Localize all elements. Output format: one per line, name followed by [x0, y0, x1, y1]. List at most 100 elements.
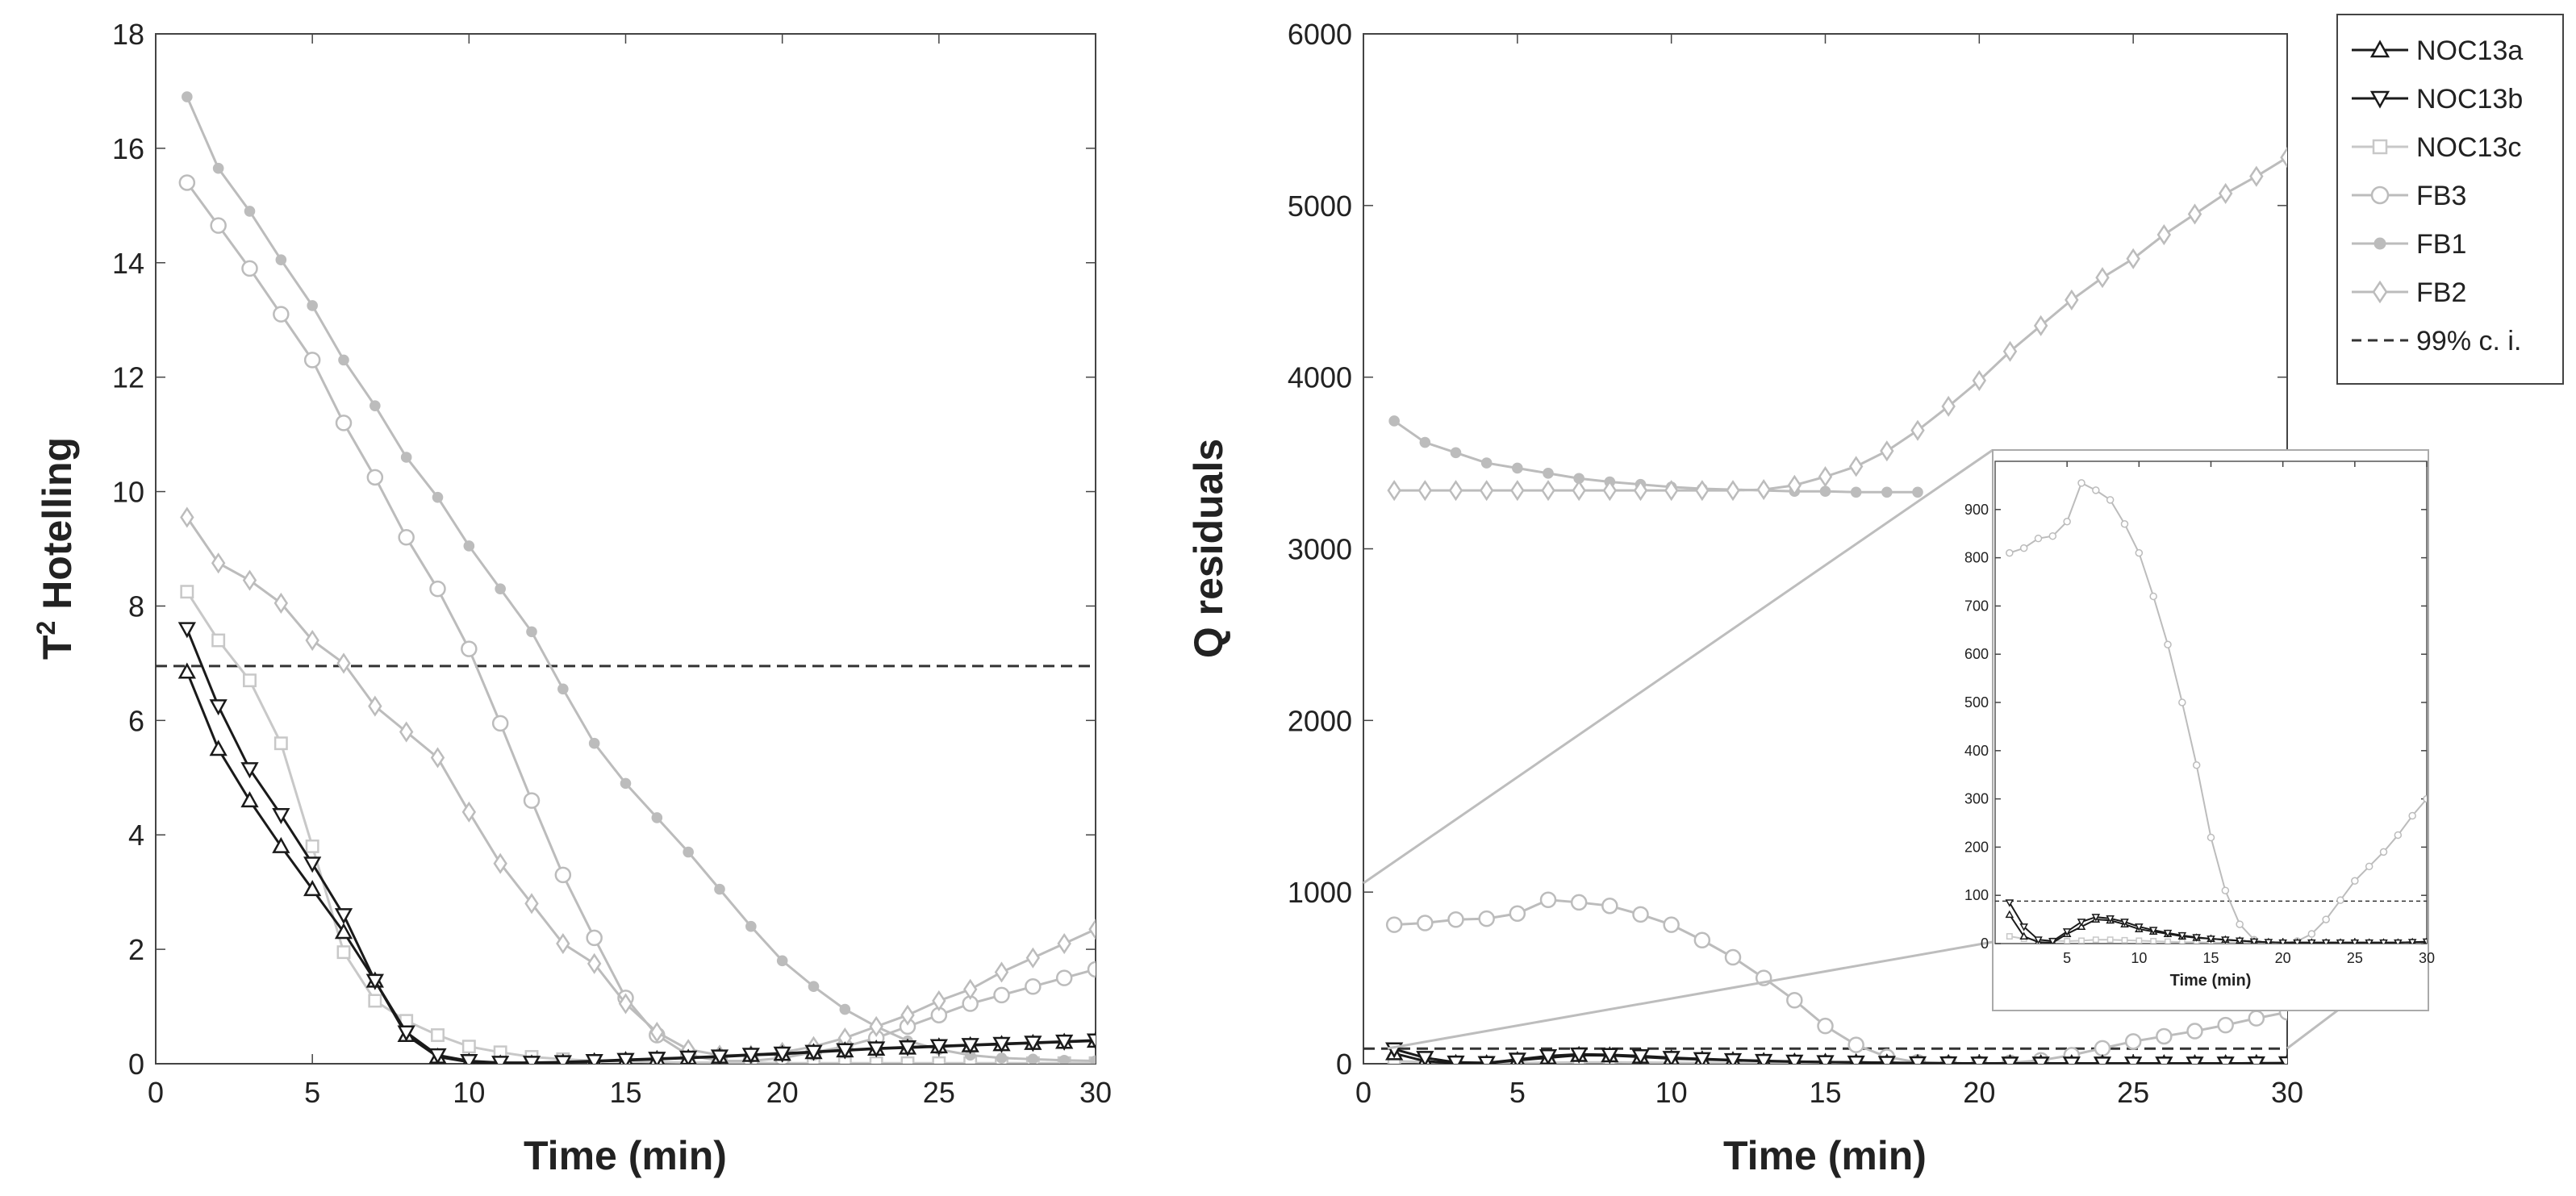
data-point-fb3 [2394, 831, 2403, 840]
y-tick-label: 1000 [1288, 876, 1352, 909]
data-point-fb3 [2063, 518, 2071, 526]
data-point-noc13c [273, 736, 288, 751]
data-point-fb3 [2236, 920, 2244, 928]
data-point-noc13b [428, 1048, 447, 1064]
data-point-noc13b [334, 908, 353, 925]
data-point-noc13b [1631, 1048, 1650, 1064]
data-point-noc13a [2077, 922, 2086, 931]
data-point-fb1 [620, 777, 632, 790]
data-point-noc13b [773, 1046, 791, 1063]
y-tick-label: 14 [112, 247, 144, 280]
data-point-fb2 [2156, 223, 2172, 246]
data-point-noc13b [1908, 1056, 1927, 1064]
data-point-fb2 [1417, 480, 1433, 502]
data-point-noc13b [710, 1049, 729, 1064]
data-point-fb1 [1058, 1054, 1070, 1064]
data-point-fb2 [2249, 165, 2264, 187]
x-tick-label: 20 [766, 1076, 799, 1109]
data-point-noc13a [177, 662, 196, 679]
data-point-noc13b [2192, 934, 2201, 942]
data-point-noc13b [2278, 939, 2287, 944]
data-point-fb1 [463, 540, 475, 552]
data-point-noc13b [272, 807, 290, 824]
data-point-noc13c [2006, 933, 2013, 940]
y-tick-label: 900 [1964, 502, 1989, 518]
data-point-fb2 [1726, 480, 1740, 502]
x-tick-label: 0 [1355, 1076, 1372, 1109]
data-point-noc13b [2365, 939, 2374, 944]
data-point-fb1 [1450, 447, 1462, 459]
t2-y-axis-label: T2 Hotelling [31, 437, 80, 660]
data-point-fb1 [1881, 486, 1893, 498]
y-tick-label: 12 [112, 361, 144, 394]
data-point-noc13a [272, 836, 290, 853]
data-point-fb3 [2164, 640, 2172, 648]
x-tick-label: 30 [2419, 950, 2435, 966]
data-point-noc13b [2235, 937, 2244, 944]
x-tick-label: 10 [2131, 950, 2147, 966]
legend-marker [2369, 90, 2390, 109]
data-point-fb3 [241, 260, 258, 277]
data-point-fb2 [1756, 479, 1771, 501]
data-point-noc13b [1601, 1048, 1619, 1064]
data-point-fb3 [1025, 977, 1042, 995]
data-point-fb2 [493, 852, 507, 874]
y-tick-label: 500 [1964, 694, 1989, 711]
data-point-fb2 [430, 747, 445, 769]
data-point-fb2 [242, 569, 257, 591]
data-point-fb2 [1941, 395, 1956, 417]
legend-label: 99% c. i. [2416, 326, 2521, 356]
data-point-noc13b [2277, 1056, 2287, 1064]
x-tick-label: 0 [148, 1076, 164, 1109]
data-point-noc13b [1477, 1056, 1496, 1064]
y-tick-label: 600 [1964, 646, 1989, 662]
data-point-fb3 [1786, 992, 1803, 1009]
legend-entry: NOC13c [2352, 132, 2521, 163]
data-point-fb1 [745, 920, 757, 932]
data-point-noc13b [2394, 939, 2403, 944]
x-tick-label: 25 [2117, 1076, 2149, 1109]
data-point-noc13c [2121, 936, 2128, 944]
data-point-fb3 [2077, 479, 2085, 487]
data-point-fb2 [1602, 480, 1618, 502]
data-point-noc13a [2005, 910, 2014, 919]
data-point-noc13c [2092, 936, 2099, 944]
data-point-noc13b [1785, 1054, 1804, 1064]
data-point-noc13b [2247, 1056, 2265, 1064]
data-point-noc13b [2186, 1056, 2204, 1064]
data-point-fb2 [2095, 267, 2110, 289]
y-tick-label: 2000 [1288, 704, 1352, 737]
data-point-noc13b [1816, 1055, 1835, 1064]
data-point-fb3 [2135, 548, 2144, 557]
data-point-fb2 [556, 932, 570, 955]
data-point-noc13b [1447, 1055, 1465, 1064]
data-point-noc13b [522, 1056, 541, 1064]
data-point-fb3 [2156, 1027, 2173, 1045]
data-point-fb3 [2351, 877, 2359, 886]
data-point-fb3 [366, 469, 384, 486]
y-tick-label: 18 [112, 18, 144, 51]
t2-x-axis-label: Time (min) [524, 1133, 727, 1178]
data-point-noc13b [2216, 1056, 2235, 1064]
legend-marker [2374, 237, 2386, 250]
data-point-fb2 [461, 801, 477, 823]
data-point-fb1 [714, 883, 725, 895]
y-tick-label: 10 [112, 476, 144, 509]
data-point-fb2 [1664, 480, 1679, 502]
data-point-fb2 [2280, 147, 2287, 169]
data-point-noc13b [2264, 939, 2273, 944]
data-point-fb2 [1572, 480, 1586, 502]
q-x-axis-label: Time (min) [1723, 1133, 1927, 1178]
data-point-fb2 [1088, 919, 1096, 940]
data-point-fb1 [588, 737, 600, 749]
y-tick-label: 400 [1964, 743, 1989, 759]
series-fb3 [1385, 891, 2287, 1064]
data-point-fb3 [1601, 897, 1618, 915]
data-point-noc13b [585, 1054, 603, 1064]
legend-label: NOC13b [2416, 84, 2523, 115]
data-point-noc13a [209, 740, 228, 756]
data-point-fb3 [2322, 915, 2330, 923]
data-point-fb2 [962, 978, 978, 1000]
zoom-line-top-left [1363, 448, 1994, 885]
data-point-noc13c [2064, 938, 2071, 944]
